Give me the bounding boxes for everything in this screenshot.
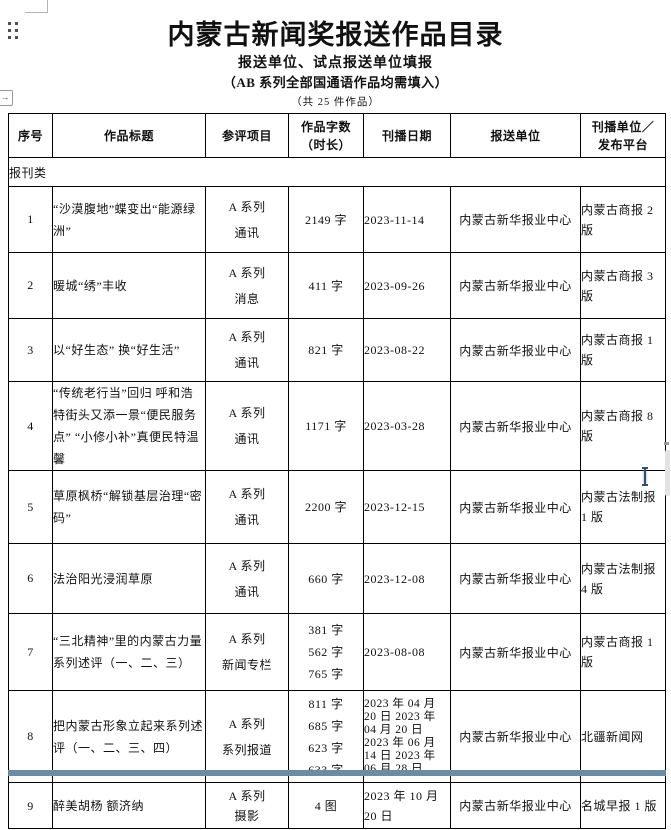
- scrollbar[interactable]: [665, 450, 670, 496]
- cell-words[interactable]: 4 图: [288, 782, 364, 829]
- text-cursor-icon: [642, 467, 648, 486]
- cell-project[interactable]: A 系列 消息: [205, 252, 289, 319]
- cell-date[interactable]: 2023-12-08: [363, 543, 451, 614]
- header-cell-4: 刊播日期: [363, 113, 451, 158]
- works-table: 序号 作品标题 参评项目 作品字数 （时长） 刊播日期 报送单位 刊播单位／ 发布平台 报刊类 1…: [8, 113, 666, 829]
- cell-org[interactable]: 内蒙古新华报业中心: [450, 318, 581, 382]
- cell-words[interactable]: 821 字: [288, 318, 364, 382]
- document-subtitle-count[interactable]: （共 25 件作品）: [291, 97, 380, 108]
- cell-words[interactable]: 660 字: [288, 543, 364, 614]
- cell-serial[interactable]: 5: [8, 470, 53, 544]
- cell-project[interactable]: A 系列 摄影: [205, 782, 289, 829]
- cell-words[interactable]: 2200 字: [288, 470, 364, 544]
- cell-words[interactable]: 411 字: [288, 252, 364, 319]
- cell-date[interactable]: 2023-11-14: [363, 186, 451, 253]
- cell-date[interactable]: 2023 年 10 月 20 日: [363, 782, 451, 829]
- cell-project[interactable]: A 系列 新闻专栏: [205, 613, 289, 691]
- cell-title[interactable]: “三北精神”里的内蒙古力量系列述评（一、二、三）: [52, 613, 206, 691]
- cell-date[interactable]: 2023-08-08: [363, 613, 451, 691]
- cell-org[interactable]: 内蒙古新华报业中心: [450, 252, 581, 319]
- cell-outlet[interactable]: 内蒙古商报 8 版: [580, 381, 666, 471]
- cell-outlet[interactable]: 内蒙古法制报 1 版: [580, 470, 666, 544]
- header-cell-6: 刊播单位／ 发布平台: [580, 113, 666, 158]
- cell-title[interactable]: “传统老行当”回归 呼和浩特街头又添一景“便民服务点” “小修小补”真便民特温馨: [52, 381, 206, 471]
- drag-handle-icon[interactable]: [8, 22, 20, 40]
- cell-serial[interactable]: 2: [8, 252, 53, 319]
- document-title[interactable]: 内蒙古新闻奖报送作品目录: [167, 20, 504, 50]
- header-cell-3: 作品字数 （时长）: [288, 113, 364, 158]
- cell-serial[interactable]: 4: [8, 381, 53, 471]
- cell-title[interactable]: 以“好生态” 换“好生活”: [52, 318, 206, 382]
- table-row: 5 草原枫桥“解锁基层治理“密码” A 系列 通讯 2200 字 2023-12-15 内蒙…: [8, 470, 666, 544]
- cell-words[interactable]: 2149 字: [288, 186, 364, 253]
- cell-title[interactable]: 草原枫桥“解锁基层治理“密码”: [52, 470, 206, 544]
- header-cell-5: 报送单位: [450, 113, 581, 158]
- corner-crop-mark-icon: [25, 0, 48, 13]
- cell-project[interactable]: A 系列 系列报道: [205, 690, 289, 783]
- cell-outlet[interactable]: 北疆新闻网: [580, 690, 666, 783]
- table-row: 9 醉美胡杨 额济纳 A 系列 摄影 4 图 2023 年 10 月 20 日内蒙古新华报…: [8, 782, 666, 829]
- page-break-indicator: [8, 770, 666, 776]
- header-cell-1: 作品标题: [52, 113, 206, 158]
- header-cell-2: 参评项目: [205, 113, 289, 158]
- cell-project[interactable]: A 系列 通讯: [205, 186, 289, 253]
- cell-words[interactable]: 1171 字: [288, 381, 364, 471]
- cell-date[interactable]: 2023-09-26: [363, 252, 451, 319]
- cell-date[interactable]: 2023-03-28: [363, 381, 451, 471]
- cell-serial[interactable]: 9: [8, 782, 53, 829]
- category-row: 报刊类: [8, 157, 666, 187]
- cell-outlet[interactable]: 内蒙古商报 3 版: [580, 252, 666, 319]
- table-row: 2 暖城“绣”丰收 A 系列 消息 411 字 2023-09-26 内蒙古新华报业中心 内蒙…: [8, 252, 666, 319]
- table-header-row: 序号 作品标题 参评项目 作品字数 （时长） 刊播日期 报送单位 刊播单位／ 发布平台: [8, 113, 666, 158]
- cell-outlet[interactable]: 名城早报 1 版: [580, 782, 666, 829]
- table-row: 3 以“好生态” 换“好生活” A 系列 通讯 821 字 2023-08-22 内蒙古新华…: [8, 318, 666, 382]
- cell-project[interactable]: A 系列 通讯: [205, 543, 289, 614]
- cell-outlet[interactable]: 内蒙古法制报 4 版: [580, 543, 666, 614]
- cell-org[interactable]: 内蒙古新华报业中心: [450, 186, 581, 253]
- cell-serial[interactable]: 3: [8, 318, 53, 382]
- cell-serial[interactable]: 7: [8, 613, 53, 691]
- cell-serial[interactable]: 8: [8, 690, 53, 783]
- cell-serial[interactable]: 6: [8, 543, 53, 614]
- cell-org[interactable]: 内蒙古新华报业中心: [450, 543, 581, 614]
- table-row: 1 “沙漠腹地”蝶变出“能源绿洲” A 系列 通讯 2149 字 2023-11-14 内蒙…: [8, 186, 666, 253]
- cell-outlet[interactable]: 内蒙古商报 2 版: [580, 186, 666, 253]
- header-cell-0: 序号: [8, 113, 53, 158]
- cell-serial[interactable]: 1: [8, 186, 53, 253]
- cell-title[interactable]: 把内蒙古形象立起来系列述评（一、二、三、四）: [52, 690, 206, 783]
- cell-title[interactable]: 暖城“绣”丰收: [52, 252, 206, 319]
- page-arrow-icon[interactable]: →: [0, 90, 13, 106]
- table-row: 7 “三北精神”里的内蒙古力量系列述评（一、二、三） A 系列 新闻专栏 381 字 56…: [8, 613, 666, 691]
- category-label[interactable]: 报刊类: [8, 157, 666, 187]
- cell-outlet[interactable]: 内蒙古商报 1 版: [580, 318, 666, 382]
- cell-org[interactable]: 内蒙古新华报业中心: [450, 381, 581, 471]
- table-row: 4 “传统老行当”回归 呼和浩特街头又添一景“便民服务点” “小修小补”真便民特温…: [8, 381, 666, 471]
- cell-project[interactable]: A 系列 通讯: [205, 381, 289, 471]
- cell-date[interactable]: 2023-08-22: [363, 318, 451, 382]
- cell-org[interactable]: 内蒙古新华报业中心: [450, 613, 581, 691]
- cell-project[interactable]: A 系列 通讯: [205, 318, 289, 382]
- cell-org[interactable]: 内蒙古新华报业中心: [450, 690, 581, 783]
- cell-date[interactable]: 2023-12-15: [363, 470, 451, 544]
- cell-title[interactable]: “沙漠腹地”蝶变出“能源绿洲”: [52, 186, 206, 253]
- cell-words[interactable]: 381 字 562 字 765 字: [288, 613, 364, 691]
- document-subtitle-filing[interactable]: 报送单位、试点报送单位填报: [238, 56, 433, 71]
- scrollbar-tick: [664, 442, 669, 445]
- cell-title[interactable]: 醉美胡杨 额济纳: [52, 782, 206, 829]
- cell-date[interactable]: 2023 年 04 月 20 日 2023 年 04 月 20 日 2023 年…: [363, 690, 451, 783]
- cell-outlet[interactable]: 内蒙古商报 1 版: [580, 613, 666, 691]
- cell-title[interactable]: 法治阳光浸润草原: [52, 543, 206, 614]
- cell-org[interactable]: 内蒙古新华报业中心: [450, 782, 581, 829]
- arrow-glyph: →: [0, 92, 10, 102]
- table-body: 报刊类 1 “沙漠腹地”蝶变出“能源绿洲” A 系列 通讯 2149 字 2023-11-1…: [8, 157, 666, 829]
- cell-org[interactable]: 内蒙古新华报业中心: [450, 470, 581, 544]
- cell-project[interactable]: A 系列 通讯: [205, 470, 289, 544]
- table-row: 8 把内蒙古形象立起来系列述评（一、二、三、四） A 系列 系列报道 811 字 685 …: [8, 690, 666, 783]
- document-subtitle-series-note[interactable]: （AB 系列全部国通语作品均需填入）: [222, 75, 449, 90]
- table-row: 6 法治阳光浸润草原 A 系列 通讯 660 字 2023-12-08 内蒙古新华报业中心内…: [8, 543, 666, 614]
